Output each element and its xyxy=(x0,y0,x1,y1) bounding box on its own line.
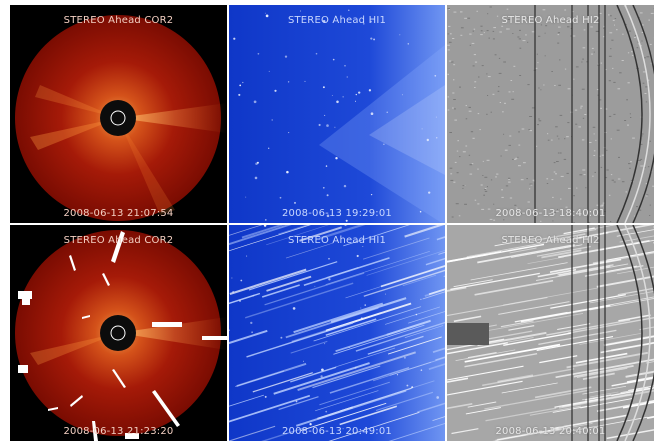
noise-texture xyxy=(447,5,654,223)
hi2-panel-top: STEREO Ahead HI2 2008-06-13 18:40:01 xyxy=(447,5,654,223)
hi2-image-top xyxy=(447,5,654,223)
hi1-image-bottom xyxy=(229,225,445,441)
star-field xyxy=(229,225,440,430)
hi1-image-top xyxy=(229,5,445,223)
cor2-panel-bottom: STEREO Ahead COR2 2008-06-13 21:23:20 xyxy=(10,225,227,441)
cor2-image-bottom xyxy=(10,225,227,441)
hi2-image-bottom xyxy=(447,225,654,441)
cor2-panel-top: STEREO Ahead COR2 2008-06-13 21:07:54 xyxy=(10,5,227,223)
cor2-image-top xyxy=(10,5,227,223)
hi2-panel-bottom: STEREO Ahead HI2 2008-06-13 20:40:01 xyxy=(447,225,654,441)
streak-field xyxy=(229,225,445,441)
hi1-panel-top: STEREO Ahead HI1 2008-06-13 19:29:01 xyxy=(229,5,445,223)
star-field xyxy=(233,9,438,222)
hi1-panel-bottom: STEREO Ahead HI1 2008-06-13 20:49:01 xyxy=(229,225,445,441)
cosmic-ray-streaks xyxy=(18,231,227,441)
